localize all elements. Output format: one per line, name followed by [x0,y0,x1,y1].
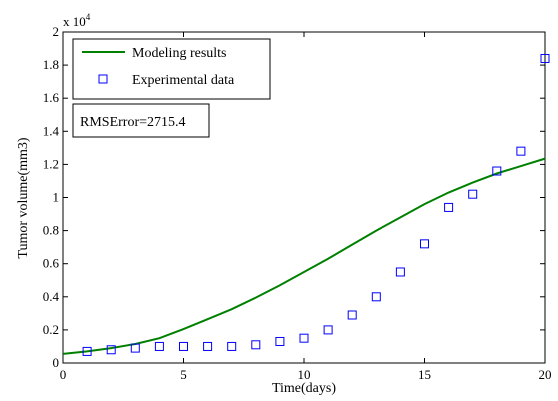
rms-error-annotation: RMSError=2715.4 [80,115,186,130]
y-tick-label-6: 1.2 [43,156,59,171]
experimental-point-13 [395,267,405,277]
x-tick-label-1: 5 [180,367,187,382]
experimental-point-14 [420,239,429,249]
y-tick-label-2: 0.4 [43,289,60,304]
legend-box [72,38,271,100]
experimental-point-0 [82,346,92,356]
y-tick-label-5: 1 [53,190,60,205]
x-tick-label-3: 15 [418,367,431,382]
experimental-data-series [82,53,550,356]
legend-experimental-label: Experimental data [132,73,235,88]
experimental-point-15 [444,202,454,212]
experimental-point-3 [154,341,164,351]
y-tick-label-4: 0.8 [43,223,59,238]
experimental-point-1 [106,345,116,355]
experimental-point-12 [371,292,381,302]
y-tick-label-10: 2 [53,24,60,39]
x-tick-label-2: 10 [298,367,311,382]
y-tick-label-1: 0.2 [43,322,59,337]
legend-modeling-label: Modeling results [132,46,227,61]
legend: Modeling results Experimental data [72,38,271,100]
experimental-point-7 [251,340,261,350]
annotation-frame [72,103,210,138]
experimental-point-16 [468,189,478,199]
experimental-point-5 [203,341,213,351]
y-tick-label-0: 0 [53,355,60,370]
experimental-point-9 [299,333,309,343]
modeling-results-line [62,157,546,355]
y-exponent-base: x 10 [63,14,86,29]
y-tick-label-3: 0.6 [43,256,60,271]
x-tick-label-4: 20 [539,367,552,382]
annotation-box: RMSError=2715.4 [72,103,210,138]
y-axis-label: Tumor volume(mm3) [16,137,31,259]
y-tick-label-8: 1.6 [43,90,60,105]
modeling-results-series [62,157,546,355]
experimental-point-19 [540,53,550,63]
x-axis-label: Time(days) [272,381,336,396]
y-exponent: x 104 [63,12,91,29]
experimental-point-11 [347,310,357,320]
y-axis-ticks: 0 0.2 0.4 0.6 0.8 1 1.2 1.4 1.6 1.8 2 [43,24,545,370]
experimental-point-10 [323,325,333,335]
y-tick-label-7: 1.4 [43,123,60,138]
y-exponent-power: 4 [86,12,91,22]
experimental-point-18 [516,146,526,156]
experimental-point-17 [492,166,502,176]
x-axis-ticks: 0 5 10 15 20 [60,32,552,382]
y-tick-label-9: 1.8 [43,57,59,72]
experimental-point-6 [227,341,237,351]
experimental-point-8 [275,336,285,346]
legend-marker-swatch [98,74,108,84]
experimental-point-2 [130,343,140,353]
x-tick-label-0: 0 [60,367,67,382]
experimental-point-4 [179,341,188,351]
